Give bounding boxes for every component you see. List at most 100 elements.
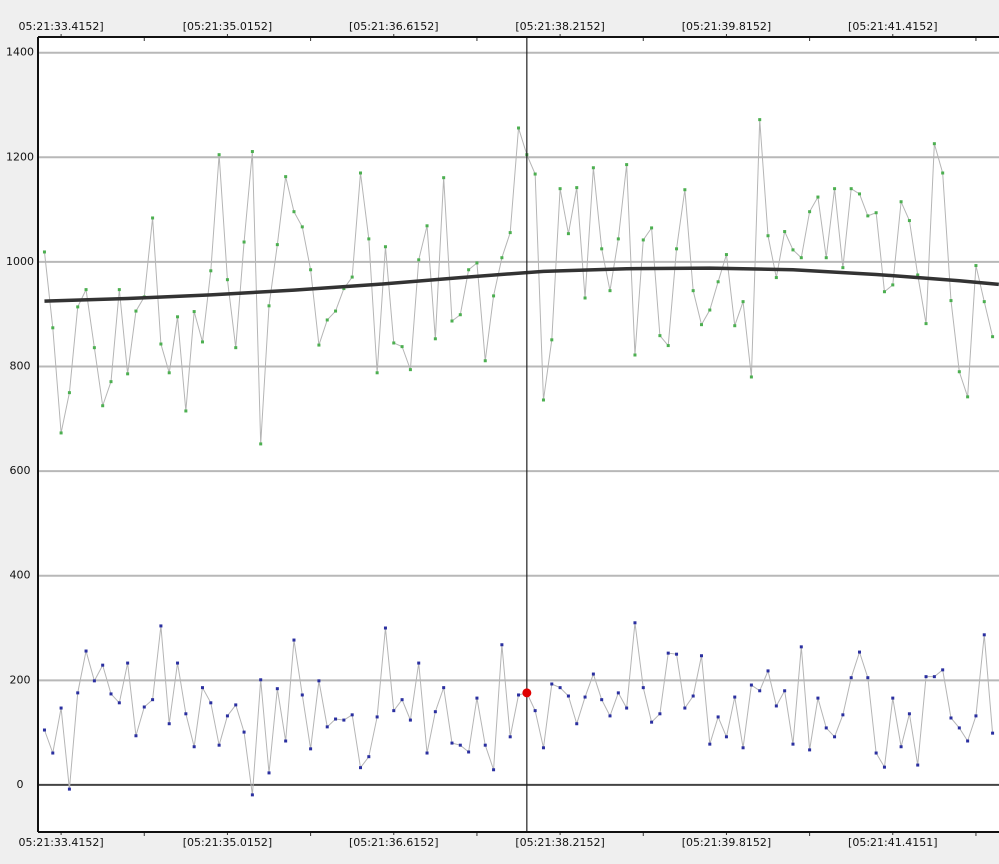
- data-point: [666, 651, 670, 655]
- data-point: [325, 725, 329, 729]
- data-point: [334, 717, 338, 721]
- data-point: [675, 652, 679, 656]
- data-point: [109, 380, 113, 384]
- data-point: [916, 273, 920, 277]
- data-point: [117, 288, 121, 292]
- data-point: [458, 743, 462, 747]
- data-point: [791, 742, 795, 746]
- data-point: [858, 650, 862, 654]
- data-point: [899, 200, 903, 204]
- data-point: [783, 230, 787, 234]
- data-point: [101, 404, 105, 408]
- data-point: [932, 142, 936, 146]
- y-tick-label: 600: [10, 464, 31, 477]
- data-point: [42, 728, 46, 732]
- data-point: [234, 703, 238, 707]
- x-tick-label: [05:21:39.8152]: [682, 20, 771, 33]
- data-point: [658, 712, 662, 716]
- data-point: [966, 395, 970, 399]
- data-point: [799, 256, 803, 260]
- data-point: [67, 787, 71, 791]
- data-point: [508, 231, 512, 235]
- data-point: [541, 746, 545, 750]
- data-point: [92, 346, 96, 350]
- data-point: [849, 187, 853, 191]
- data-point: [176, 315, 180, 319]
- data-point: [292, 638, 296, 642]
- data-point: [209, 701, 213, 705]
- data-point: [176, 661, 180, 665]
- x-tick-label: [05:21:38.2152]: [515, 836, 604, 849]
- data-point: [949, 716, 953, 720]
- data-point: [59, 706, 63, 710]
- data-point: [51, 751, 55, 755]
- data-point: [733, 695, 737, 699]
- data-point: [425, 751, 429, 755]
- x-tick-label: [05:21:41.4151]: [848, 836, 937, 849]
- data-point: [708, 742, 712, 746]
- data-point: [84, 649, 88, 653]
- data-point: [541, 398, 545, 402]
- data-point: [259, 442, 263, 446]
- data-point: [816, 696, 820, 700]
- data-point: [475, 696, 479, 700]
- data-point: [67, 391, 71, 395]
- data-point: [483, 359, 487, 363]
- data-point: [533, 172, 537, 176]
- data-point: [841, 266, 845, 270]
- data-point: [766, 669, 770, 673]
- data-point: [383, 626, 387, 630]
- data-point: [275, 243, 279, 247]
- data-point: [126, 661, 130, 665]
- data-point: [134, 309, 138, 313]
- data-point: [267, 304, 271, 308]
- data-point: [924, 675, 928, 679]
- data-point: [483, 743, 487, 747]
- data-point: [342, 718, 346, 722]
- y-tick-label: 1000: [6, 255, 34, 268]
- data-point: [974, 714, 978, 718]
- data-point: [167, 371, 171, 375]
- data-point: [350, 275, 354, 279]
- x-tick-label: 05:21:33.4152]: [19, 836, 104, 849]
- data-point: [583, 695, 587, 699]
- data-point: [941, 668, 945, 672]
- data-point: [816, 195, 820, 199]
- data-point: [159, 342, 163, 346]
- data-point: [383, 245, 387, 249]
- data-point: [699, 323, 703, 327]
- data-point: [866, 214, 870, 218]
- y-tick-label: 1200: [6, 150, 34, 163]
- plot-area: [38, 37, 999, 832]
- data-point: [500, 643, 504, 647]
- data-point: [907, 712, 911, 716]
- data-point: [849, 676, 853, 680]
- data-point: [367, 237, 371, 241]
- data-point: [916, 763, 920, 767]
- data-point: [126, 372, 130, 376]
- data-point: [799, 645, 803, 649]
- data-point: [691, 694, 695, 698]
- data-point: [458, 313, 462, 317]
- data-point: [600, 698, 604, 702]
- data-point: [192, 745, 196, 749]
- data-point: [267, 771, 271, 775]
- data-point: [142, 705, 146, 709]
- x-tick-label: [05:21:35.0152]: [183, 20, 272, 33]
- data-point: [749, 375, 753, 379]
- data-point: [450, 319, 454, 323]
- data-point: [109, 692, 113, 696]
- data-point: [92, 679, 96, 683]
- data-point: [250, 793, 254, 797]
- data-point: [475, 261, 479, 265]
- data-point: [957, 726, 961, 730]
- data-point: [317, 679, 321, 683]
- data-point: [583, 296, 587, 300]
- data-point: [966, 739, 970, 743]
- data-point: [242, 730, 246, 734]
- data-point: [808, 748, 812, 752]
- data-point: [184, 712, 188, 716]
- data-point: [117, 701, 121, 705]
- data-point: [300, 693, 304, 697]
